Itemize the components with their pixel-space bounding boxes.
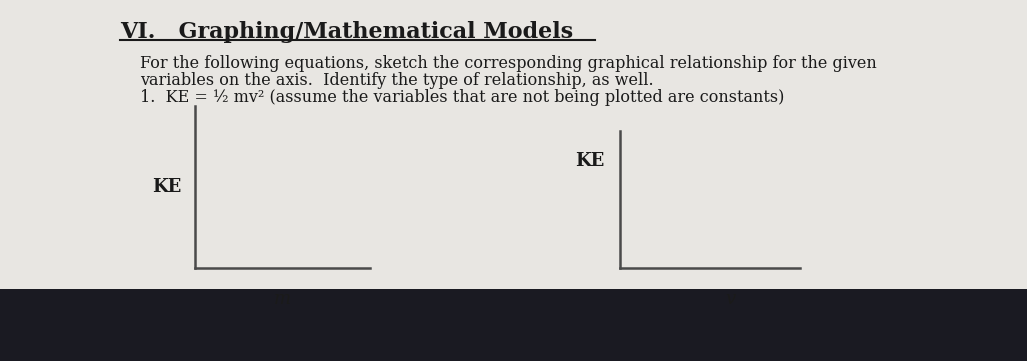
Text: KE: KE [152,178,182,196]
Text: v: v [725,290,735,308]
Text: VI.   Graphing/Mathematical Models: VI. Graphing/Mathematical Models [120,21,573,43]
Bar [0,0,1027,289]
Text: 1.  KE = ½ mv² (assume the variables that are not being plotted are constants): 1. KE = ½ mv² (assume the variables that… [140,89,785,106]
Bar [0,289,1027,361]
Text: For the following equations, sketch the corresponding graphical relationship for: For the following equations, sketch the … [140,55,877,72]
Text: m: m [274,290,291,308]
Text: variables on the axis.  Identify the type of relationship, as well.: variables on the axis. Identify the type… [140,72,653,89]
Text: KE: KE [575,152,605,170]
